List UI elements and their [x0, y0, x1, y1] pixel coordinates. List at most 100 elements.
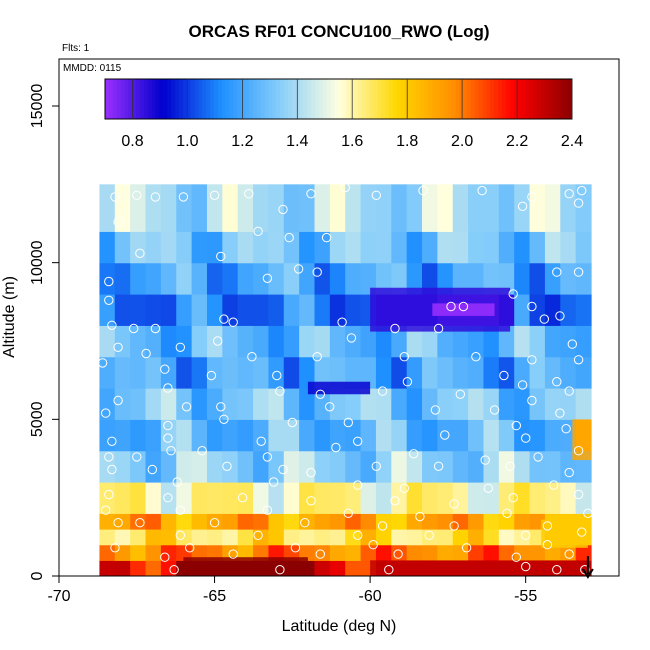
sample-point	[477, 185, 487, 196]
sample-point	[253, 226, 263, 237]
sample-point	[583, 508, 593, 518]
heatmap-cell	[253, 482, 270, 514]
heatmap-cell	[145, 560, 162, 576]
heatmap-cell	[406, 325, 423, 358]
heatmap-cell	[575, 184, 592, 232]
heatmap-cell	[483, 388, 500, 420]
sample-point	[527, 192, 537, 202]
heatmap-cell	[99, 388, 116, 420]
heatmap-cells	[99, 184, 592, 576]
heatmap-cell	[560, 388, 577, 420]
heatmap-cell	[560, 482, 577, 514]
sample-point	[107, 464, 117, 475]
x-axis-label: Latitude (deg N)	[282, 618, 397, 635]
colorbar-cell	[225, 79, 231, 119]
colorbar-tick-label: 1.0	[176, 133, 198, 150]
heatmap-cell	[206, 482, 223, 514]
heatmap-cell	[360, 529, 377, 546]
heatmap-cell	[176, 513, 193, 530]
heatmap-cell	[99, 529, 116, 546]
heatmap-cell	[314, 482, 331, 514]
colorbar-tick-label: 2.2	[506, 133, 528, 150]
heatmap-cell	[130, 482, 147, 514]
sample-point	[371, 461, 381, 471]
heatmap-cell	[253, 325, 270, 358]
heatmap-cell	[452, 356, 469, 389]
colorbar-tick-label: 1.2	[231, 133, 253, 150]
y-axis: 0 5000 10000 15000	[29, 84, 59, 580]
heatmap-cell	[191, 231, 208, 264]
heatmap-cell	[575, 388, 592, 420]
heatmap-cell	[130, 294, 147, 326]
colorbar-cell	[171, 79, 176, 119]
heatmap-cell	[514, 513, 531, 530]
heatmap-cell	[99, 184, 116, 232]
sample-point	[384, 565, 394, 575]
colorbar-cell	[470, 79, 476, 119]
heatmap-cell	[406, 262, 423, 295]
heatmap-cell	[237, 325, 254, 358]
colorbar-cell	[143, 79, 149, 119]
heatmap-cell	[299, 294, 316, 326]
sample-point	[110, 192, 120, 202]
sample-point	[449, 499, 459, 509]
heatmap-cell	[191, 529, 208, 546]
y-tick-label: 0	[29, 571, 46, 580]
colorbar-cell	[525, 79, 530, 119]
heatmap-cell	[483, 325, 500, 358]
heatmap-cell	[99, 294, 116, 326]
heatmap-cell	[406, 184, 423, 232]
heatmap-cell	[329, 513, 346, 530]
sample-point	[209, 518, 220, 528]
colorbar-cell	[213, 79, 219, 119]
heatmap-cell	[560, 294, 577, 326]
heatmap-cell	[114, 544, 131, 561]
heatmap-cell	[145, 482, 162, 514]
colorbar-cell	[128, 79, 133, 119]
heatmap-cell	[437, 388, 454, 420]
sample-point	[573, 489, 584, 500]
heatmap-cell	[237, 450, 254, 483]
heatmap-cell	[222, 356, 239, 389]
sample-point	[343, 417, 353, 428]
heatmap-cell	[437, 544, 454, 561]
heatmap-cell	[391, 356, 408, 389]
heatmap-cell	[544, 184, 561, 232]
heatmap-cell	[437, 482, 454, 514]
heatmap-cell	[114, 325, 131, 358]
sample-point	[135, 518, 145, 528]
colorbar-cell	[548, 79, 554, 119]
colorbar-cell	[389, 79, 394, 119]
sample-point	[247, 352, 257, 362]
flight-end-arrow	[582, 556, 594, 579]
sample-point	[521, 561, 531, 572]
heatmap-cell	[391, 325, 408, 358]
colorbar-cell	[202, 79, 207, 119]
heatmap-cell	[191, 388, 208, 420]
heatmap-cell	[222, 231, 239, 264]
heatmap-cell	[145, 356, 162, 389]
sample-point	[418, 185, 428, 196]
heatmap-cell	[375, 325, 392, 358]
heatmap-cell	[130, 231, 147, 264]
heatmap-cell	[391, 482, 408, 514]
colorbar-cell	[272, 79, 277, 119]
x-tick-label: -70	[47, 588, 70, 605]
heatmap-cell	[375, 450, 392, 483]
sample-point	[216, 402, 226, 412]
sample-point	[163, 383, 173, 393]
colorbar-cell	[299, 79, 304, 119]
heatmap-cell	[283, 262, 300, 295]
colorbar-cell	[346, 79, 351, 119]
heatmap-cell	[99, 356, 116, 389]
heatmap-cell	[268, 356, 285, 389]
heatmap-cell	[237, 184, 254, 232]
heatmap-cell	[452, 450, 469, 483]
heatmap-cell	[299, 419, 316, 452]
heatmap-cell	[253, 419, 270, 452]
colorbar-cell	[435, 79, 441, 119]
heatmap-cell	[253, 184, 270, 232]
x-axis: -70 -65 -60 -55	[47, 576, 537, 605]
heatmap-cell	[514, 294, 531, 326]
heatmap-cell	[544, 356, 561, 389]
